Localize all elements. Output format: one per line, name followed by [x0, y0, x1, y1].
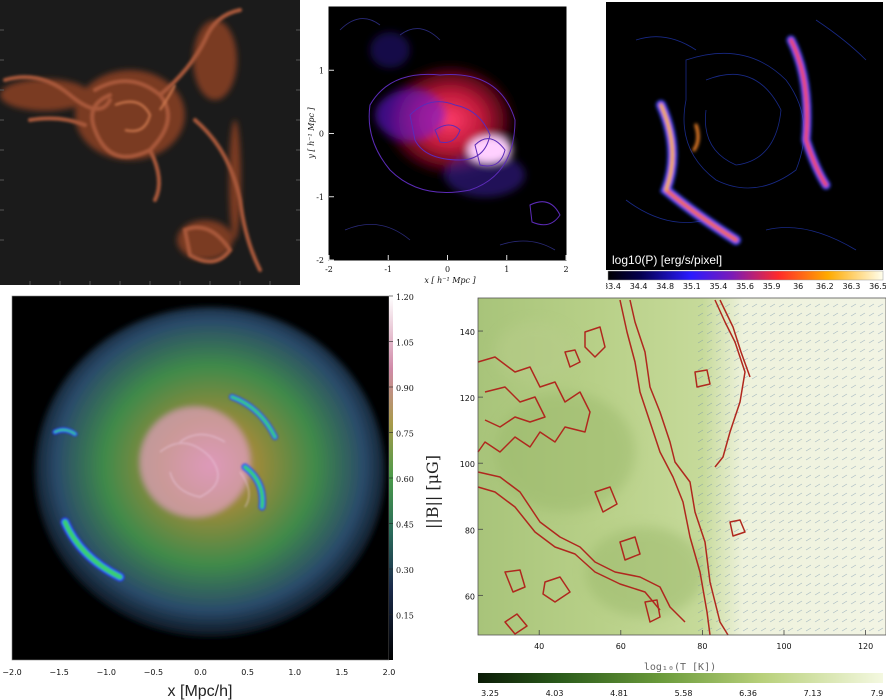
panel-b-ytick-label: 1 — [319, 66, 324, 75]
panel-c-colorbar-tick-label: 36 — [793, 282, 803, 291]
panel-d-colorbar-tick-label: 0.45 — [396, 521, 414, 530]
panel-c-colorbar-tick-label: 35.4 — [709, 282, 727, 291]
panel-e-ytick-label: 80 — [465, 526, 475, 535]
panel-d-xtick-label: −1.0 — [97, 668, 116, 677]
panel-e-colorbar-tick-label: 4.03 — [546, 689, 564, 698]
panel-e-xtick-label: 40 — [534, 642, 544, 651]
panel-c-plot-area — [606, 2, 883, 270]
panel-b-xtick-label: -2 — [325, 265, 333, 274]
panel-d-colorbar-tick-label: 0.75 — [396, 430, 414, 439]
panel-d-xtick-label: 1.0 — [288, 668, 301, 677]
panel-d-xtick-label: 0.5 — [241, 668, 254, 677]
panel-e-xtick-label: 80 — [697, 642, 707, 651]
panel-e-ytick-label: 60 — [465, 592, 475, 601]
panel-b-xtick-label: 0 — [445, 265, 450, 274]
panel-c-colorbar — [607, 270, 884, 281]
panel-d-xtick-label: −2.0 — [2, 668, 21, 677]
panel-d-colorbar-tick-label: 0.60 — [396, 475, 414, 484]
panel-c-colorbar-tick-label: 33.4 — [606, 282, 621, 291]
panel-e-colorbar-label: log₁₀(T [K]) — [644, 662, 716, 673]
panel-b-ylabel: y [ h⁻¹ Mpc ] — [307, 106, 316, 159]
panel-b-ytick-label: 0 — [319, 130, 324, 139]
panel-d-xtick-label: 2.0 — [383, 668, 396, 677]
panel-c-colorbar-label: log10(P) [erg/s/pixel] — [612, 253, 722, 267]
panel-d-colorbar-label: ||B|| [μG] — [423, 455, 442, 529]
panel-c-colorbar-tick-label: 34.4 — [630, 282, 648, 291]
panel-e-xtick-label: 100 — [776, 642, 791, 651]
panel-c-colorbar-tick-label: 36.3 — [842, 282, 860, 291]
panel-c-colorbar-tick-label: 36.5 — [869, 282, 886, 291]
panel-e-ticks — [478, 330, 867, 635]
panel-c-colorbar-tick-label: 35.9 — [763, 282, 781, 291]
panel-e-temperature-map: 40 60 80 100 120 140 120 100 80 60 log₁₀(T [K]) 3… — [460, 297, 886, 698]
panel-e-colorbar-tick-label: 7.9 — [871, 689, 884, 698]
panel-d-colorbar-ticks: 1.20 1.05 0.90 0.75 0.60 0.45 0.30 0.15 — [389, 293, 414, 621]
panel-b-xtick-label: -1 — [384, 265, 392, 274]
panel-e-colorbar-tick-label: 3.25 — [481, 689, 499, 698]
panel-e-ytick-label: 100 — [460, 460, 475, 469]
panel-d-xtick-label: −0.5 — [144, 668, 163, 677]
panel-e-velocity-field — [695, 298, 886, 635]
panel-d-xtick-label: 0.0 — [194, 668, 207, 677]
panel-e-colorbar-tick-label: 5.58 — [675, 689, 693, 698]
panel-d-colorbar-tick-label: 0.15 — [396, 612, 414, 621]
panel-e-colorbar — [478, 673, 883, 683]
panel-e-colorbar-tick-label: 6.36 — [739, 689, 757, 698]
panel-d-xtick-label: 1.5 — [336, 668, 349, 677]
panel-e-colorbar-tick-label: 7.13 — [804, 689, 822, 698]
panel-b-tick-labels: -2 -1 0 1 2 -2 -1 0 1 — [316, 66, 568, 274]
panel-e-tick-labels: 40 60 80 100 120 140 120 100 80 60 — [460, 328, 874, 651]
panel-e-ytick-label: 120 — [460, 394, 475, 403]
panel-c-colorbar-tick-label: 34.8 — [656, 282, 674, 291]
panel-a-density-map — [0, 0, 300, 285]
panel-b-ytick-label: -1 — [316, 193, 324, 202]
panel-d-colorbar-tick-label: 1.05 — [396, 339, 414, 348]
panel-d-xtick-labels: −2.0 −1.5 −1.0 −0.5 0.0 0.5 1.0 1.5 2.0 — [2, 668, 395, 677]
panel-e-xtick-label: 120 — [858, 642, 873, 651]
panel-c-colorbar-tick-label: 35.1 — [683, 282, 701, 291]
panel-b-ticks — [328, 69, 567, 261]
panel-e-ytick-label: 140 — [460, 328, 475, 337]
panel-d-colorbar-tick-label: 0.90 — [396, 384, 414, 393]
panel-d-colorbar-tick-label: 0.30 — [396, 566, 414, 575]
panel-e-colorbar-tick-label: 4.81 — [610, 689, 628, 698]
panel-d-xtick-label: −1.5 — [49, 668, 68, 677]
panel-e-colorbar-ticks: 3.25 4.03 4.81 5.58 6.36 7.13 7.9 — [481, 689, 883, 698]
panel-d-colorbar-tick-label: 1.20 — [396, 293, 414, 302]
panel-e-frame — [477, 297, 886, 636]
panel-e-xtick-label: 60 — [616, 642, 626, 651]
panel-d-xlabel: x [Mpc/h] — [168, 683, 233, 700]
panel-c-colorbar-tick-label: 35.6 — [736, 282, 754, 291]
panel-b-xlabel: x [ h⁻¹ Mpc ] — [424, 276, 476, 285]
panel-b-xtick-label: 1 — [504, 265, 509, 274]
panel-c-radio-power-map: log10(P) [erg/s/pixel] 33.434.434.835.13… — [606, 2, 886, 291]
panel-b-xtick-label: 2 — [563, 265, 568, 274]
panel-d-magnetic-field-map: 1.20 1.05 0.90 0.75 0.60 0.45 0.30 0.15 ||B|| [… — [2, 293, 442, 700]
panel-c-colorbar-ticks: 33.4 34.4 34.8 35.1 35.4 35.6 35.9 36 36.2 36.3 36… — [606, 282, 886, 291]
panel-b-ytick-label: -2 — [316, 256, 324, 265]
panel-b-xray-map: -2 -1 0 1 2 -2 -1 0 1 x [ h⁻¹ Mpc ] y [ h⁻¹ Mpc … — [307, 6, 569, 285]
panel-c-colorbar-tick-label: 36.2 — [816, 282, 834, 291]
